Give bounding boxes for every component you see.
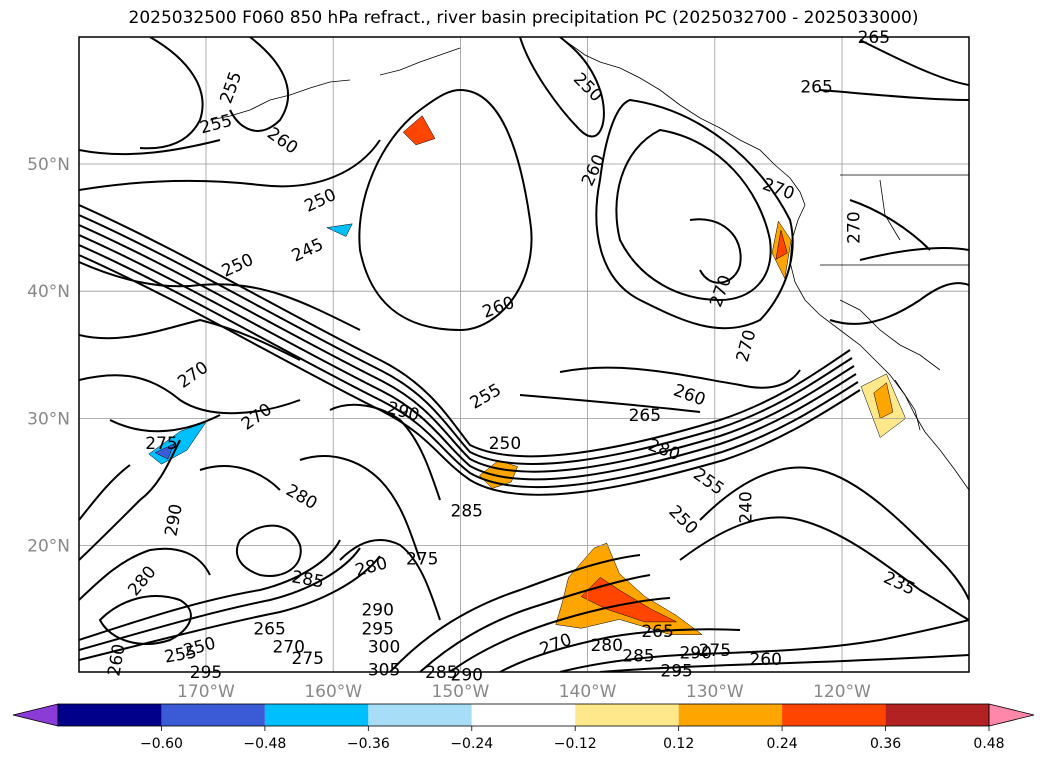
colorbar-tick-label: −0.36	[347, 736, 390, 752]
contour-label: 285	[451, 501, 483, 521]
contour-label: 295	[361, 620, 393, 640]
contour-label: 280	[590, 636, 622, 656]
contour-label: 260	[671, 381, 708, 411]
contour-label: 250	[302, 185, 340, 217]
contour-label: 265	[629, 406, 661, 426]
contour-label: 255	[216, 69, 246, 106]
precip-shade	[775, 230, 788, 260]
precip-shade	[873, 382, 894, 419]
contour-label: 275	[292, 649, 324, 669]
contour-label: 290	[361, 600, 393, 620]
contour-label: 270	[537, 630, 574, 660]
contour-label: 270	[238, 400, 276, 435]
contour-label: 265	[858, 28, 890, 48]
precip-shade	[325, 223, 353, 237]
colorbar-tick-label: −0.48	[243, 736, 286, 752]
contour-label: 270	[174, 358, 212, 393]
contour-label: 270	[845, 211, 865, 243]
contour-label: 270	[706, 273, 736, 310]
lat-label: 50°N	[27, 155, 70, 175]
contour-label: 250	[664, 502, 701, 539]
colorbar-segment	[58, 704, 162, 726]
contour-label: 305	[368, 660, 400, 680]
contour-label: 280	[282, 480, 320, 514]
contour-label: 280	[124, 562, 160, 600]
colorbar-segment	[368, 704, 472, 726]
contour-label: 300	[368, 637, 400, 657]
coastlines	[209, 37, 969, 491]
colorbar-tick-label: 0.36	[870, 736, 901, 752]
contour-label: 250	[569, 69, 606, 106]
lon-label: 140°W	[559, 682, 617, 702]
contour-label: 255	[467, 380, 505, 414]
map-frame	[78, 36, 970, 673]
contour-label: 295	[190, 663, 222, 683]
contour-label: 290	[451, 665, 483, 685]
contour-label: 270	[272, 637, 304, 657]
contour-label: 260	[480, 293, 517, 323]
map-title: 2025032500 F060 850 hPa refract., river …	[128, 8, 919, 28]
precip-shade	[402, 115, 436, 146]
colorbar: −0.60 −0.48 −0.36 −0.24 −0.12 0.12 0.24 0.36 0.4…	[12, 703, 1035, 752]
precip-shade	[154, 443, 175, 460]
colorbar-tick-label: −0.24	[450, 736, 493, 752]
contour-label: 290	[679, 644, 711, 664]
contour-label: 275	[145, 434, 177, 454]
lat-label: 20°N	[27, 537, 70, 557]
contour-label: 285	[425, 663, 457, 683]
precip-shade	[580, 577, 677, 623]
axis-ticks: 50°N 40°N 30°N 20°N 170°W 160°W 150°W 140°W 130°…	[27, 155, 871, 702]
colorbar-tick-label: 0.12	[663, 736, 694, 752]
contour-label: 285	[622, 646, 654, 666]
contour-label: 260	[578, 151, 610, 189]
contour-label: 235	[880, 568, 918, 600]
contour-label: 245	[289, 235, 327, 267]
contour-label: 250	[219, 250, 257, 282]
colorbar-tick-label: −0.12	[554, 736, 597, 752]
contour-label: 270	[760, 174, 797, 204]
contour-label: 275	[699, 641, 731, 661]
lon-label: 150°W	[432, 682, 490, 702]
contour-label: 250	[489, 434, 521, 454]
contour-label: 260	[749, 650, 781, 670]
contour-label: 265	[800, 78, 832, 98]
contour-label: 290	[161, 502, 186, 537]
lon-label: 170°W	[177, 682, 235, 702]
refractivity-contours	[79, 37, 969, 672]
contour-label: 280	[353, 553, 390, 581]
colorbar-frame	[57, 703, 990, 727]
contour-label: 255	[198, 111, 235, 139]
lon-label: 160°W	[304, 682, 362, 702]
colorbar-segment	[471, 704, 576, 726]
contour-label: 240	[737, 491, 757, 523]
colorbar-tick-label: −0.60	[140, 736, 183, 752]
lon-label: 130°W	[686, 682, 744, 702]
colorbar-segment	[782, 704, 886, 726]
contour-label: 265	[253, 620, 285, 640]
contour-label: 285	[290, 567, 325, 592]
colorbar-segment	[885, 704, 989, 726]
colorbar-extend-low	[12, 703, 59, 727]
lat-label: 40°N	[27, 282, 70, 302]
contour-label: 255	[689, 465, 727, 500]
contour-label: 275	[406, 550, 438, 570]
colorbar-extend-high	[988, 703, 1035, 727]
colorbar-segment	[161, 704, 265, 726]
colorbar-segment	[264, 704, 369, 726]
colorbar-tick-label: 0.24	[767, 736, 798, 752]
colorbar-segment	[575, 704, 679, 726]
contour-label: 270	[733, 328, 761, 365]
contour-label: 265	[641, 622, 673, 642]
colorbar-segment	[678, 704, 783, 726]
lon-label: 120°W	[813, 682, 871, 702]
colorbar-tick-label: 0.48	[973, 736, 1004, 752]
lat-label: 30°N	[27, 409, 70, 429]
